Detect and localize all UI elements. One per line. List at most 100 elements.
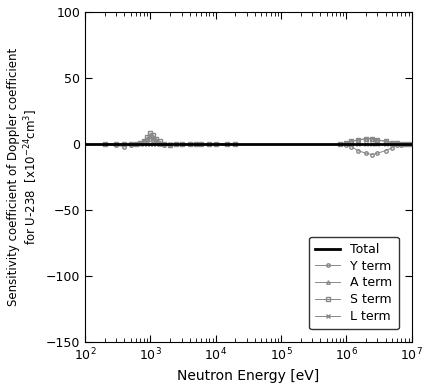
- L term: [138, 142, 143, 146]
- A term: [233, 142, 238, 146]
- L term: [213, 142, 218, 146]
- A term: [161, 142, 166, 146]
- L term: [148, 142, 153, 146]
- L term: [174, 142, 179, 146]
- Line: A term: A term: [103, 134, 237, 146]
- L term: [102, 142, 108, 146]
- Y term: [157, 142, 163, 146]
- S term: [128, 142, 133, 146]
- Total: [409, 142, 414, 146]
- S term: [167, 143, 172, 148]
- Y term: [187, 142, 192, 146]
- Y term: [141, 139, 147, 144]
- L term: [141, 142, 147, 146]
- A term: [167, 142, 172, 146]
- L term: [161, 142, 166, 146]
- Total: [278, 142, 283, 146]
- A term: [224, 142, 230, 146]
- Total: [213, 142, 218, 146]
- A term: [179, 142, 184, 146]
- S term: [179, 142, 184, 146]
- A term: [194, 142, 199, 146]
- A term: [122, 142, 127, 146]
- A term: [174, 142, 179, 146]
- S term: [194, 142, 199, 146]
- L term: [199, 142, 204, 146]
- L term: [167, 142, 172, 146]
- Y term: [179, 142, 184, 146]
- L term: [233, 142, 238, 146]
- L term: [128, 142, 133, 146]
- L term: [150, 142, 156, 146]
- A term: [213, 142, 218, 146]
- A term: [207, 142, 212, 146]
- L term: [114, 142, 119, 146]
- A term: [153, 138, 158, 142]
- L term: [194, 142, 199, 146]
- Y term: [194, 142, 199, 146]
- S term: [150, 132, 156, 137]
- L term: [133, 142, 138, 146]
- Y term: [150, 138, 156, 142]
- Y term: [233, 142, 238, 146]
- Y term: [167, 142, 172, 147]
- L term: [157, 142, 163, 146]
- A term: [150, 135, 156, 140]
- Total: [344, 142, 349, 146]
- Total: [83, 142, 88, 146]
- S term: [161, 142, 166, 146]
- A term: [187, 142, 192, 146]
- Y term: [199, 142, 204, 146]
- Y term: [161, 143, 166, 148]
- Legend: Total, Y term, A term, S term, L term: Total, Y term, A term, S term, L term: [309, 237, 399, 329]
- S term: [213, 142, 218, 146]
- Y-axis label: Sensitivity coefficient of Doppler coefficient
for U-238  [x10$^{-24}$cm$^{3}$]: Sensitivity coefficient of Doppler coeff…: [7, 48, 40, 306]
- X-axis label: Neutron Energy [eV]: Neutron Energy [eV]: [177, 369, 319, 383]
- S term: [138, 140, 143, 145]
- A term: [145, 136, 150, 141]
- A term: [199, 142, 204, 146]
- Y term: [145, 138, 150, 142]
- Y term: [128, 142, 133, 147]
- Line: S term: S term: [103, 132, 237, 147]
- S term: [122, 142, 127, 146]
- S term: [224, 142, 230, 146]
- S term: [187, 142, 192, 146]
- Y term: [174, 142, 179, 146]
- A term: [141, 139, 147, 144]
- S term: [233, 142, 238, 146]
- A term: [148, 134, 153, 138]
- A term: [157, 140, 163, 145]
- Total: [148, 142, 153, 146]
- Y term: [102, 142, 108, 146]
- S term: [133, 142, 138, 146]
- Line: L term: L term: [103, 142, 237, 146]
- A term: [114, 142, 119, 146]
- S term: [157, 139, 163, 144]
- S term: [199, 142, 204, 146]
- Y term: [207, 142, 212, 146]
- Y term: [148, 136, 153, 141]
- L term: [145, 142, 150, 146]
- S term: [114, 142, 119, 146]
- L term: [179, 142, 184, 146]
- L term: [122, 142, 127, 146]
- A term: [138, 140, 143, 145]
- Line: Y term: Y term: [103, 137, 237, 148]
- Y term: [133, 142, 138, 146]
- S term: [153, 136, 158, 141]
- L term: [224, 142, 230, 146]
- L term: [207, 142, 212, 146]
- S term: [102, 142, 108, 146]
- S term: [148, 131, 153, 136]
- S term: [207, 142, 212, 146]
- S term: [145, 135, 150, 140]
- A term: [128, 142, 133, 146]
- Y term: [122, 144, 127, 149]
- L term: [187, 142, 192, 146]
- S term: [141, 139, 147, 144]
- A term: [102, 142, 108, 146]
- S term: [174, 142, 179, 146]
- Y term: [138, 140, 143, 145]
- Y term: [153, 140, 158, 145]
